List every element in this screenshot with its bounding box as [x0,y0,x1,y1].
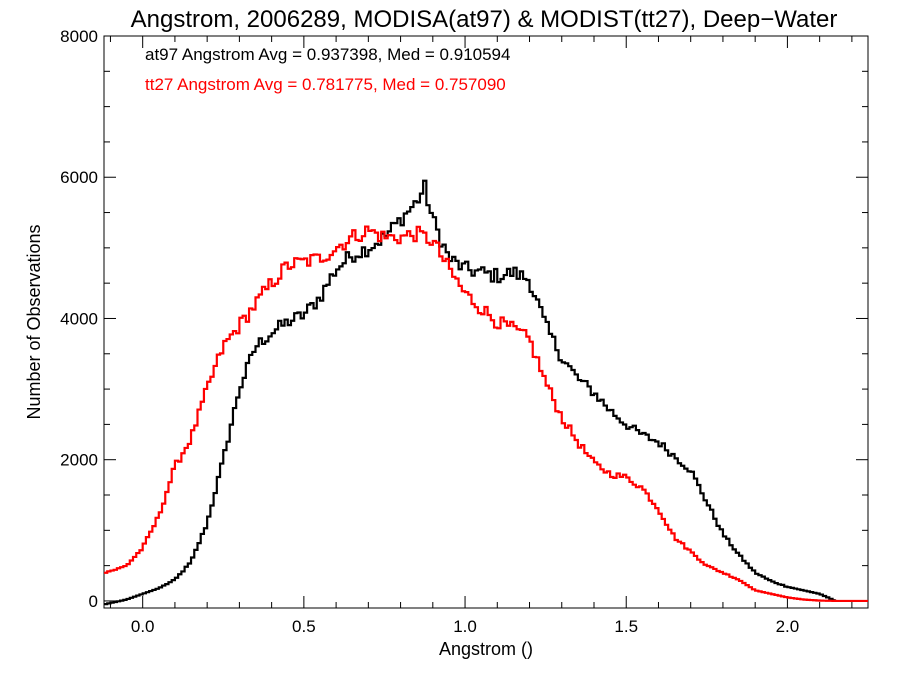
chart-title: Angstrom, 2006289, MODISA(at97) & MODIST… [131,6,838,33]
y-tick-label: 2000 [60,451,98,470]
x-tick-label: 2.0 [776,617,800,636]
series-line-tt27 [104,225,868,603]
x-axis-label: Angstrom () [439,639,533,659]
x-tick-label: 1.5 [614,617,638,636]
plot-frame [103,35,869,609]
y-tick-label: 6000 [60,168,98,187]
y-axis-label: Number of Observations [24,224,44,419]
y-tick-label: 8000 [60,27,98,46]
axis-ticks: 0.0 0.5 1.0 1.5 2.0 0 2000 4000 6000 8000 [60,27,868,636]
series-layer [104,179,868,606]
annotation-tt27: tt27 Angstrom Avg = 0.781775, Med = 0.75… [145,75,506,94]
series-line-at97 [104,179,836,606]
annotation-at97: at97 Angstrom Avg = 0.937398, Med = 0.91… [145,45,510,64]
y-tick-label: 4000 [60,309,98,328]
x-tick-label: 0.5 [292,617,316,636]
y-tick-label: 0 [89,592,98,611]
x-tick-label: 0.0 [131,617,155,636]
x-tick-label: 1.0 [453,617,477,636]
